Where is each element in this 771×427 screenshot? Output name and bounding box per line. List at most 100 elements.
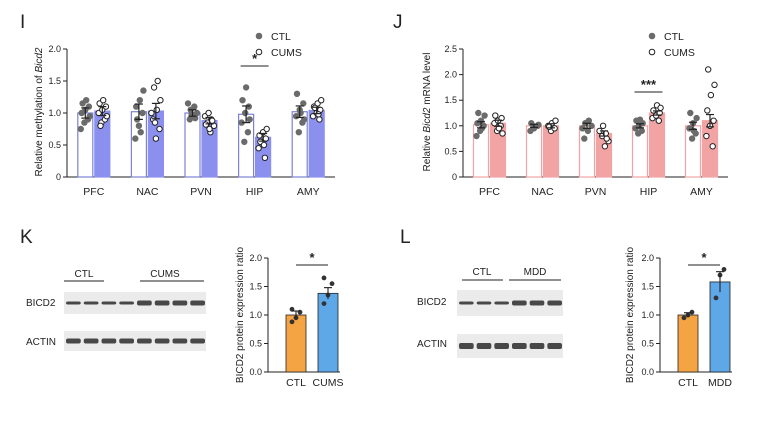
blot-k-actin-band xyxy=(101,338,117,344)
panel-i-data-point xyxy=(184,100,192,107)
blot-l-row1-label: BICD2 xyxy=(417,297,447,308)
blot-k-bicd2-strip xyxy=(64,292,206,314)
panel-letter-l: L xyxy=(400,227,411,248)
panel-j-ytick-label: 2.0 xyxy=(444,70,457,80)
panel-i-data-point xyxy=(297,109,304,117)
panel-j-data-point xyxy=(638,127,645,135)
panel-j-data-point xyxy=(498,114,505,122)
blot-l-actin-strip xyxy=(457,334,563,358)
panel-j-data-point xyxy=(588,122,595,130)
panel-i-data-point xyxy=(150,84,158,91)
panel-i-data-point xyxy=(157,97,164,104)
panel-j-legend-marker-cums xyxy=(648,48,656,56)
panel-j-data-point xyxy=(475,109,482,117)
panel-i-data-point xyxy=(137,129,144,136)
blot-l-bicd2-band xyxy=(494,301,509,305)
blot-k-group2: CUMS xyxy=(150,269,180,280)
panel-j-ylabel: Relative Bicd2 mRNA level xyxy=(422,53,433,172)
blot-k-bicd2-band xyxy=(83,301,99,305)
panel-j-data-point xyxy=(711,81,718,89)
panel-i-data-point xyxy=(262,135,269,142)
panel-i-category-label: HIP xyxy=(246,186,264,198)
panel-k-bar-cums xyxy=(317,292,339,373)
blot-k-bicd2-band xyxy=(137,300,152,306)
panel-i-data-point xyxy=(191,103,198,110)
panel-j-data-point xyxy=(584,127,592,135)
chart-layer: 0 0.5 1.0 1.5 2.0 PFC NAC PVN HIP AMY * CTL CUMS 0 0.5… xyxy=(48,31,732,389)
panel-j-ytick-label: 2.5 xyxy=(444,44,457,54)
panel-j-data-point xyxy=(657,104,664,112)
blot-l-actin-band xyxy=(459,343,474,349)
panel-i-data-point xyxy=(246,116,253,123)
blot-l-actin-band xyxy=(494,343,509,349)
panel-i-data-point xyxy=(156,125,163,133)
panel-k-ytick-label: 1.0 xyxy=(249,310,262,320)
panel-j-category-label: AMY xyxy=(690,186,713,198)
panel-j-data-point xyxy=(581,135,588,142)
panel-i-bar-ctl xyxy=(184,112,201,178)
panel-i-data-point xyxy=(132,135,139,142)
panel-i-data-point xyxy=(206,125,213,133)
panel-i-data-point xyxy=(316,116,323,123)
panel-l-significance-label: * xyxy=(701,250,707,265)
panel-j-data-point xyxy=(707,91,715,99)
panel-i-data-point xyxy=(300,100,307,107)
panel-letter-i: I xyxy=(20,12,25,33)
panel-i-data-point xyxy=(136,97,144,104)
panel-i-data-point xyxy=(97,122,104,130)
panel-i-data-point xyxy=(100,97,107,104)
panel-j-data-point xyxy=(709,143,716,150)
blot-l-group1: CTL xyxy=(473,267,492,278)
panel-i-category-label: AMY xyxy=(297,186,320,198)
blot-l-bicd2-band xyxy=(529,300,545,306)
panel-j-data-point xyxy=(710,117,717,124)
panel-i-data-point xyxy=(77,125,85,133)
panel-j-ytick-label: 1.0 xyxy=(444,121,457,131)
panel-i-data-point xyxy=(260,141,268,149)
panel-i-data-point xyxy=(85,103,93,110)
panel-l-bar-ctl xyxy=(677,314,699,373)
panel-i-data-point xyxy=(193,109,201,117)
panel-i-data-point xyxy=(152,135,160,142)
blot-k-bicd2-band xyxy=(66,301,81,305)
panel-j-data-point xyxy=(703,132,710,140)
panel-k-category-label: CTL xyxy=(286,377,306,389)
panel-j-data-point xyxy=(495,125,503,132)
blot-k-bicd2-band xyxy=(154,300,170,306)
blot-k-actin-band xyxy=(190,338,205,344)
panel-i-ytick-label: 0.5 xyxy=(48,140,61,150)
panel-l-category-label: CTL xyxy=(678,377,698,389)
panel-k-data-point xyxy=(329,281,335,287)
western-blots xyxy=(64,279,563,358)
panel-j-data-point xyxy=(552,117,559,124)
panel-j-category-label: NAC xyxy=(531,186,554,198)
panel-j-data-point xyxy=(693,114,700,122)
panel-i-data-point xyxy=(209,117,216,124)
panel-i-legend-marker-ctl xyxy=(255,32,263,40)
panel-l-ytick-label: 0.5 xyxy=(641,339,654,349)
blot-k-row1-label: BICD2 xyxy=(26,298,56,309)
blot-l-group2: MDD xyxy=(524,267,547,278)
panel-i-data-point xyxy=(135,122,143,130)
panel-j-data-point xyxy=(687,109,694,117)
blot-l-actin-band xyxy=(547,343,562,349)
panel-l-category-label: MDD xyxy=(708,377,732,389)
panel-i-ytick-label: 1.5 xyxy=(48,76,61,86)
panel-j-data-point xyxy=(492,112,499,119)
panel-j-bar-cums xyxy=(701,120,719,178)
blot-l-actin-band xyxy=(529,343,545,349)
panel-letter-j: J xyxy=(393,12,403,33)
blot-k-actin-band xyxy=(154,338,170,344)
panel-k-ytick-label: 1.5 xyxy=(249,282,262,292)
panel-j-category-label: PFC xyxy=(479,186,500,198)
panel-i-data-point xyxy=(133,103,140,110)
blot-l-row2-label: ACTIN xyxy=(417,339,447,350)
panel-i-data-point xyxy=(140,87,147,94)
blot-k-actin-band xyxy=(66,338,81,344)
panel-i-legend-marker-cums xyxy=(255,48,263,56)
panel-k-category-label: CUMS xyxy=(313,377,344,389)
panel-i-data-point xyxy=(242,84,250,91)
blot-k-actin-band xyxy=(137,338,152,344)
panel-l-ytick-label: 0.0 xyxy=(641,367,654,377)
